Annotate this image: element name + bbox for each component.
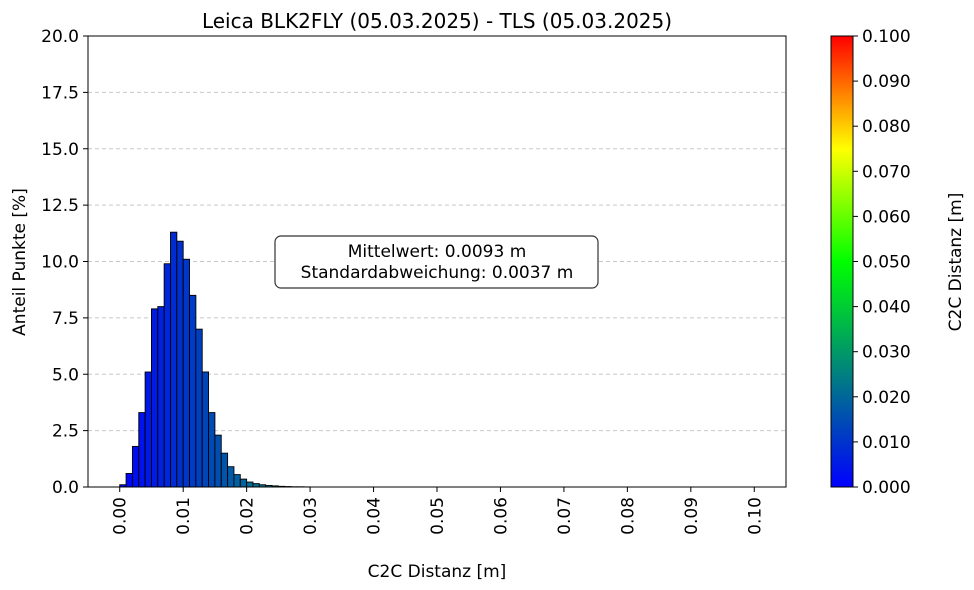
colorbar-gradient xyxy=(830,35,854,488)
histogram-bar xyxy=(233,474,241,488)
colorbar-tick-label: 0.050 xyxy=(862,253,911,273)
colorbar-tick-label: 0.070 xyxy=(862,162,911,182)
annotation-box xyxy=(274,235,599,289)
histogram-bar xyxy=(239,478,248,488)
histogram-bar xyxy=(144,371,152,488)
x-tick-label: 0.05 xyxy=(428,497,448,535)
annotation-mean: Mittelwert: 0.0093 m xyxy=(348,242,527,262)
y-axis-label: Anteil Punkte [%] xyxy=(10,188,30,336)
colorbar-label: C2C Distanz [m] xyxy=(946,193,966,332)
histogram-bar xyxy=(151,308,159,488)
histogram-bar xyxy=(220,452,229,488)
x-axis-label: C2C Distanz [m] xyxy=(368,562,507,582)
x-tick-label: 0.07 xyxy=(555,497,575,535)
colorbar-tick-label: 0.040 xyxy=(862,298,911,318)
x-tick-label: 0.03 xyxy=(301,497,321,535)
x-tick-label: 0.00 xyxy=(111,497,131,535)
colorbar-tick-label: 0.080 xyxy=(862,117,911,137)
y-tick-label: 15.0 xyxy=(41,140,79,160)
y-tick-label: 20.0 xyxy=(41,27,79,47)
y-tick-label: 17.5 xyxy=(41,83,79,103)
y-tick-label: 2.5 xyxy=(52,422,79,442)
chart-title: Leica BLK2FLY (05.03.2025) - TLS (05.03.… xyxy=(202,9,672,33)
grid-lines xyxy=(88,91,786,432)
histogram-bar xyxy=(189,294,197,488)
y-tick-label: 12.5 xyxy=(41,196,79,216)
histogram-bar xyxy=(131,445,140,488)
stats-annotation: Mittelwert: 0.0093 m Standardabweichung:… xyxy=(274,235,599,289)
histogram-bar xyxy=(227,466,235,488)
colorbar-tick-label: 0.000 xyxy=(862,478,911,498)
histogram-bar xyxy=(182,258,190,488)
x-tick-label: 0.06 xyxy=(491,497,511,535)
histogram-bar xyxy=(201,371,210,488)
y-tick-label: 10.0 xyxy=(41,253,79,273)
colorbar-tick-label: 0.020 xyxy=(862,388,911,408)
x-tick-label: 0.04 xyxy=(365,497,385,535)
colorbar-tick-label: 0.100 xyxy=(862,27,911,47)
histogram-bar xyxy=(163,263,171,488)
x-tick-label: 0.02 xyxy=(238,497,258,535)
histogram-bar xyxy=(214,434,222,488)
colorbar-ticks: 0.000 0.010 0.020 0.030 0.040 0.050 0.060 0.070… xyxy=(853,27,911,498)
y-tick-label: 7.5 xyxy=(52,309,79,329)
colorbar-tick-label: 0.090 xyxy=(862,72,911,92)
x-tick-label: 0.09 xyxy=(682,497,702,535)
colorbar-tick-label: 0.060 xyxy=(862,207,911,227)
histogram-bar xyxy=(252,483,260,488)
x-tick-label: 0.08 xyxy=(618,497,638,535)
y-tick-label: 5.0 xyxy=(52,365,79,385)
x-tick-label: 0.10 xyxy=(745,497,765,535)
x-axis-ticks: 0.00 0.01 0.02 0.03 0.04 0.05 0.06 0.07 0.08 0.09… xyxy=(111,487,765,535)
colorbar: 0.000 0.010 0.020 0.030 0.040 0.050 0.060 0.070… xyxy=(830,27,966,498)
y-axis-ticks: 0.0 2.5 5.0 7.5 10.0 12.5 15.0 17.5 20.0 xyxy=(41,27,88,498)
colorbar-tick-label: 0.010 xyxy=(862,433,911,453)
annotation-std: Standardabweichung: 0.0037 m xyxy=(301,263,574,283)
histogram-bar xyxy=(246,481,254,488)
colorbar-tick-label: 0.030 xyxy=(862,343,911,363)
histogram-bar xyxy=(170,231,178,488)
histogram-bar xyxy=(125,473,133,488)
histogram-bar xyxy=(157,306,165,488)
histogram-bar xyxy=(195,328,203,488)
x-tick-label: 0.01 xyxy=(174,497,194,535)
y-tick-label: 0.0 xyxy=(52,478,79,498)
histogram-bar xyxy=(208,412,216,488)
histogram-bar xyxy=(138,412,146,488)
histogram-bar xyxy=(176,240,184,488)
